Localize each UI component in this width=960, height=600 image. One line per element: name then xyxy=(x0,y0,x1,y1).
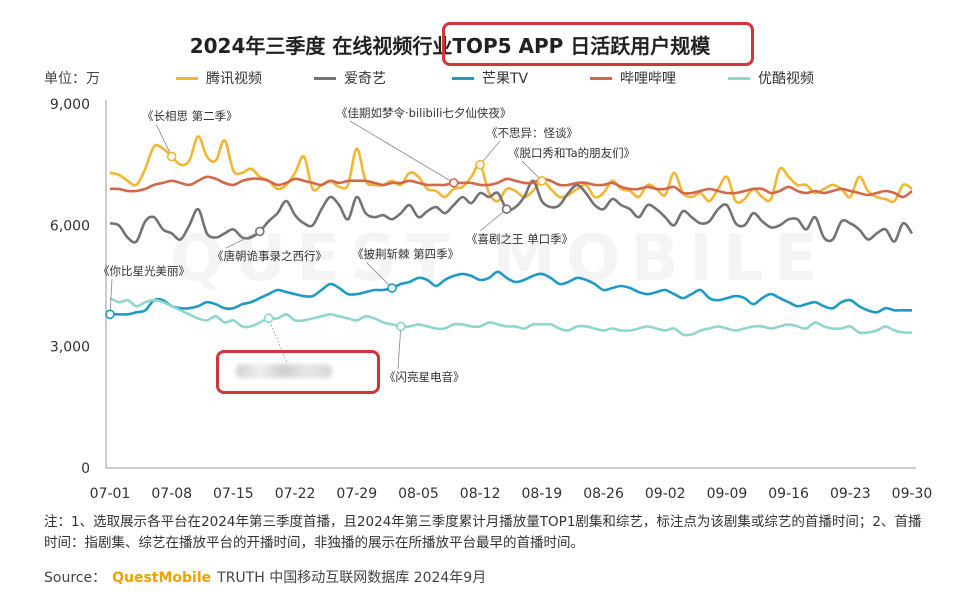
x-tick-label: 09-09 xyxy=(707,486,748,502)
annotation-highlight-box xyxy=(216,350,380,394)
annotation-leader xyxy=(365,261,393,289)
annotation-label: 《脱口秀和Ta的朋友们》 xyxy=(508,146,635,160)
x-tick-label: 07-29 xyxy=(336,486,377,502)
annotation-leader xyxy=(397,326,402,370)
x-tick-label: 09-02 xyxy=(645,486,686,502)
legend-item: 腾讯视频 xyxy=(176,68,314,88)
legend-item: 优酷视频 xyxy=(728,68,866,88)
annotation-label: 《唐朝诡事录之西行》 xyxy=(212,249,327,263)
series-line-优酷视频 xyxy=(109,296,913,337)
annotation-marker xyxy=(387,283,397,293)
source-line: Source： QuestMobile TRUTH 中国移动互联网数据库 202… xyxy=(44,567,486,587)
x-tick-label: 08-05 xyxy=(398,486,439,502)
series-line-腾讯视频 xyxy=(109,135,913,204)
annotation-label: 《喜剧之王 单口季》 xyxy=(466,232,573,246)
annotation-leader xyxy=(479,208,507,232)
legend-swatch xyxy=(590,76,612,80)
chart-title: 2024年三季度 在线视频行业TOP5 APP 日活跃用户规模 xyxy=(189,34,711,58)
annotation-marker xyxy=(255,226,265,237)
x-tick-label: 08-12 xyxy=(460,486,501,502)
annotation-marker xyxy=(166,151,177,162)
x-tick-label: 07-08 xyxy=(151,486,192,502)
annotation-label: 《你比星光美丽》 xyxy=(98,264,190,278)
legend-item: 芒果TV xyxy=(452,68,590,88)
annotation-marker xyxy=(396,321,406,332)
x-tick-label: 09-16 xyxy=(768,486,809,502)
y-tick-label: 3,000 xyxy=(50,340,90,356)
source-rest: TRUTH 中国移动互联网数据库 2024年9月 xyxy=(217,570,487,586)
legend: 腾讯视频 爱奇艺 芒果TV 哔哩哔哩 优酷视频 xyxy=(176,68,866,88)
annotation-label: 《不思异：怪谈》 xyxy=(486,126,578,140)
legend-label: 哔哩哔哩 xyxy=(620,71,676,87)
legend-swatch xyxy=(176,76,198,80)
annotation-marker xyxy=(448,178,459,188)
annotation-leader xyxy=(479,140,501,165)
legend-label: 腾讯视频 xyxy=(206,71,262,87)
title-highlight-box xyxy=(442,22,754,66)
annotation-leader xyxy=(349,120,454,184)
legend-swatch xyxy=(728,76,750,80)
watermark: QUEST MOBILE xyxy=(170,222,827,296)
legend-swatch xyxy=(452,76,474,80)
legend-swatch xyxy=(314,76,336,80)
x-tick-label: 07-01 xyxy=(90,486,131,502)
y-tick-label: 9,000 xyxy=(50,97,90,113)
legend-label: 芒果TV xyxy=(482,71,529,87)
legend-label: 爱奇艺 xyxy=(344,71,386,87)
y-tick-label: 0 xyxy=(81,461,90,477)
annotation-label: 《闪亮星电音》 xyxy=(384,370,465,384)
legend-item: 哔哩哔哩 xyxy=(590,68,728,88)
y-tick-label: 6,000 xyxy=(50,218,90,234)
annotation-leader xyxy=(155,123,173,157)
annotation-leader xyxy=(268,318,288,363)
blurred-label xyxy=(236,364,332,378)
annotation-label: 《披荆斩棘 第四季》 xyxy=(352,247,459,261)
x-tick-label: 07-22 xyxy=(275,486,316,502)
x-tick-label: 08-26 xyxy=(583,486,624,502)
source-prefix: Source： xyxy=(44,570,107,586)
x-tick-label: 09-30 xyxy=(892,486,933,502)
legend-item: 爱奇艺 xyxy=(314,68,452,88)
annotation-marker xyxy=(475,159,485,170)
source-brand: QuestMobile xyxy=(112,570,212,586)
annotation-leader xyxy=(109,278,113,315)
annotation-marker xyxy=(537,176,547,186)
annotation-marker xyxy=(105,309,115,320)
x-tick-label: 08-19 xyxy=(522,486,563,502)
legend-label: 优酷视频 xyxy=(758,71,814,87)
annotation-leader xyxy=(225,231,261,249)
series-line-芒果TV xyxy=(110,270,912,316)
series-line-哔哩哔哩 xyxy=(109,175,913,199)
footnote: 注：1、选取展示各平台在2024年第三季度首播，且2024年第三季度累计月播放量… xyxy=(44,514,922,551)
annotation-label: 《长相思 第二季》 xyxy=(142,109,238,123)
unit-label: 单位：万 xyxy=(44,71,100,87)
annotation-label: 《佳期如梦令·bilibili七夕仙侠夜》 xyxy=(336,106,511,120)
annotation-marker xyxy=(501,204,512,214)
x-tick-label: 07-15 xyxy=(213,486,254,502)
annotation-marker xyxy=(263,313,274,324)
x-tick-label: 09-23 xyxy=(830,486,871,502)
